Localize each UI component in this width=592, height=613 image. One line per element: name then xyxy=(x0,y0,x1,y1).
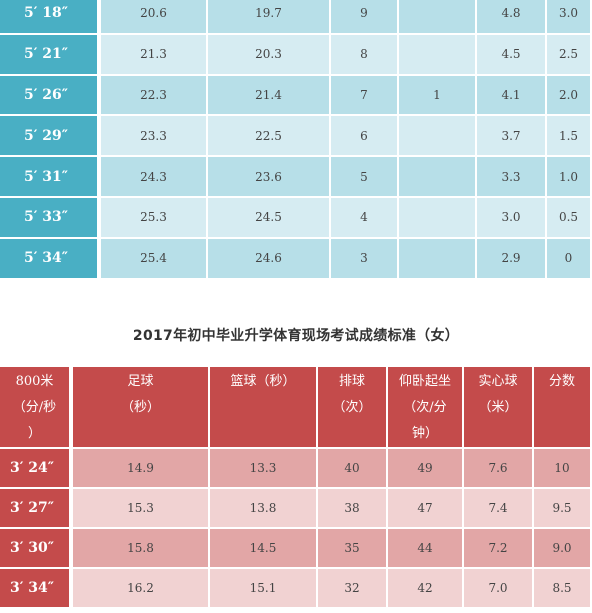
medicine-ball-value: 2.9 xyxy=(477,238,547,280)
score-value: 0.5 xyxy=(547,197,592,239)
run-800-time: 3′ 34″ xyxy=(0,569,73,609)
header-volleyball: 排球 （次） xyxy=(318,367,388,449)
score-value: 0 xyxy=(547,238,592,280)
medicine-ball-value: 7.4 xyxy=(464,489,534,529)
situps-value xyxy=(399,116,477,158)
run-800-time: 3′ 30″ xyxy=(0,529,73,569)
score-value: 9.0 xyxy=(534,529,592,569)
header-football: 足球 （秒） xyxy=(73,367,210,449)
score-value: 8.5 xyxy=(534,569,592,609)
run-800-time: 5′ 18″ xyxy=(0,0,101,35)
volleyball-value: 40 xyxy=(318,449,388,489)
score-value: 2.5 xyxy=(547,34,592,76)
football-value: 25.4 xyxy=(101,238,208,280)
basketball-value: 24.5 xyxy=(208,197,331,239)
medicine-ball-value: 4.1 xyxy=(477,75,547,117)
medicine-ball-value: 7.0 xyxy=(464,569,534,609)
run-800-time: 3′ 24″ xyxy=(0,449,73,489)
basketball-value: 23.6 xyxy=(208,157,331,198)
score-value: 2.0 xyxy=(547,75,592,117)
football-value: 24.3 xyxy=(101,157,208,198)
table-row: 5′ 33″ 25.3 24.5 4 3.0 0.5 xyxy=(0,197,592,239)
basketball-value: 13.8 xyxy=(210,489,318,529)
situps-value: 47 xyxy=(388,489,464,529)
football-value: 15.3 xyxy=(73,489,210,529)
volleyball-value: 6 xyxy=(331,116,399,158)
medicine-ball-value: 4.5 xyxy=(477,34,547,76)
situps-value xyxy=(399,157,477,198)
table-row: 3′ 30″ 15.8 14.5 35 44 7.2 9.0 xyxy=(0,529,592,569)
run-800-time: 5′ 31″ xyxy=(0,157,101,198)
basketball-value: 20.3 xyxy=(208,34,331,76)
situps-value xyxy=(399,0,477,35)
run-800-time: 3′ 27″ xyxy=(0,489,73,529)
volleyball-value: 8 xyxy=(331,34,399,76)
football-value: 14.9 xyxy=(73,449,210,489)
score-value: 9.5 xyxy=(534,489,592,529)
table-row: 3′ 34″ 16.2 15.1 32 42 7.0 8.5 xyxy=(0,569,592,609)
volleyball-value: 7 xyxy=(331,75,399,117)
volleyball-value: 38 xyxy=(318,489,388,529)
football-value: 23.3 xyxy=(101,116,208,158)
football-value: 15.8 xyxy=(73,529,210,569)
basketball-value: 13.3 xyxy=(210,449,318,489)
football-value: 21.3 xyxy=(101,34,208,76)
medicine-ball-value: 7.2 xyxy=(464,529,534,569)
basketball-value: 15.1 xyxy=(210,569,318,609)
score-value: 10 xyxy=(534,449,592,489)
header-score: 分数 xyxy=(534,367,592,449)
medicine-ball-value: 7.6 xyxy=(464,449,534,489)
run-800-time: 5′ 33″ xyxy=(0,197,101,239)
run-800-time: 5′ 21″ xyxy=(0,34,101,76)
female-standards-table: 800米 （分/秒 ） 足球 （秒） 篮球（秒） 排球 （次） 仰卧起坐 （次/… xyxy=(0,367,592,609)
situps-value: 42 xyxy=(388,569,464,609)
football-value: 25.3 xyxy=(101,197,208,239)
header-medicine-ball: 实心球 （米） xyxy=(464,367,534,449)
score-value: 3.0 xyxy=(547,0,592,35)
situps-value xyxy=(399,197,477,239)
score-value: 1.5 xyxy=(547,116,592,158)
run-800-time: 5′ 34″ xyxy=(0,238,101,280)
situps-value: 49 xyxy=(388,449,464,489)
table-row: 5′ 21″ 21.3 20.3 8 4.5 2.5 xyxy=(0,34,592,76)
basketball-value: 21.4 xyxy=(208,75,331,117)
situps-value xyxy=(399,238,477,280)
header-basketball: 篮球（秒） xyxy=(210,367,318,449)
female-table-title: 2017年初中毕业升学体育现场考试成绩标准（女） xyxy=(132,328,460,344)
basketball-value: 24.6 xyxy=(208,238,331,280)
male-standards-table: 5′ 18″ 20.6 19.7 9 4.8 3.0 5′ 21″ 21.3 2… xyxy=(0,0,592,280)
football-value: 22.3 xyxy=(101,75,208,117)
basketball-value: 14.5 xyxy=(210,529,318,569)
table-row: 3′ 27″ 15.3 13.8 38 47 7.4 9.5 xyxy=(0,489,592,529)
table-row: 5′ 26″ 22.3 21.4 7 1 4.1 2.0 xyxy=(0,75,592,117)
table-row: 5′ 31″ 24.3 23.6 5 3.3 1.0 xyxy=(0,157,592,198)
medicine-ball-value: 3.0 xyxy=(477,197,547,239)
football-value: 16.2 xyxy=(73,569,210,609)
table-header-row: 800米 （分/秒 ） 足球 （秒） 篮球（秒） 排球 （次） 仰卧起坐 （次/… xyxy=(0,367,592,449)
situps-value: 44 xyxy=(388,529,464,569)
volleyball-value: 3 xyxy=(331,238,399,280)
volleyball-value: 4 xyxy=(331,197,399,239)
run-800-time: 5′ 26″ xyxy=(0,75,101,117)
table-row: 3′ 24″ 14.9 13.3 40 49 7.6 10 xyxy=(0,449,592,489)
table-row: 5′ 18″ 20.6 19.7 9 4.8 3.0 xyxy=(0,0,592,35)
basketball-value: 22.5 xyxy=(208,116,331,158)
medicine-ball-value: 3.3 xyxy=(477,157,547,198)
volleyball-value: 9 xyxy=(331,0,399,35)
situps-value: 1 xyxy=(399,75,477,117)
basketball-value: 19.7 xyxy=(208,0,331,35)
volleyball-value: 5 xyxy=(331,157,399,198)
volleyball-value: 35 xyxy=(318,529,388,569)
header-run-800: 800米 （分/秒 ） xyxy=(0,367,73,449)
football-value: 20.6 xyxy=(101,0,208,35)
header-situps: 仰卧起坐 （次/分 钟） xyxy=(388,367,464,449)
table-row: 5′ 29″ 23.3 22.5 6 3.7 1.5 xyxy=(0,116,592,158)
situps-value xyxy=(399,34,477,76)
volleyball-value: 32 xyxy=(318,569,388,609)
medicine-ball-value: 3.7 xyxy=(477,116,547,158)
table-row: 5′ 34″ 25.4 24.6 3 2.9 0 xyxy=(0,238,592,280)
medicine-ball-value: 4.8 xyxy=(477,0,547,35)
run-800-time: 5′ 29″ xyxy=(0,116,101,158)
score-value: 1.0 xyxy=(547,157,592,198)
